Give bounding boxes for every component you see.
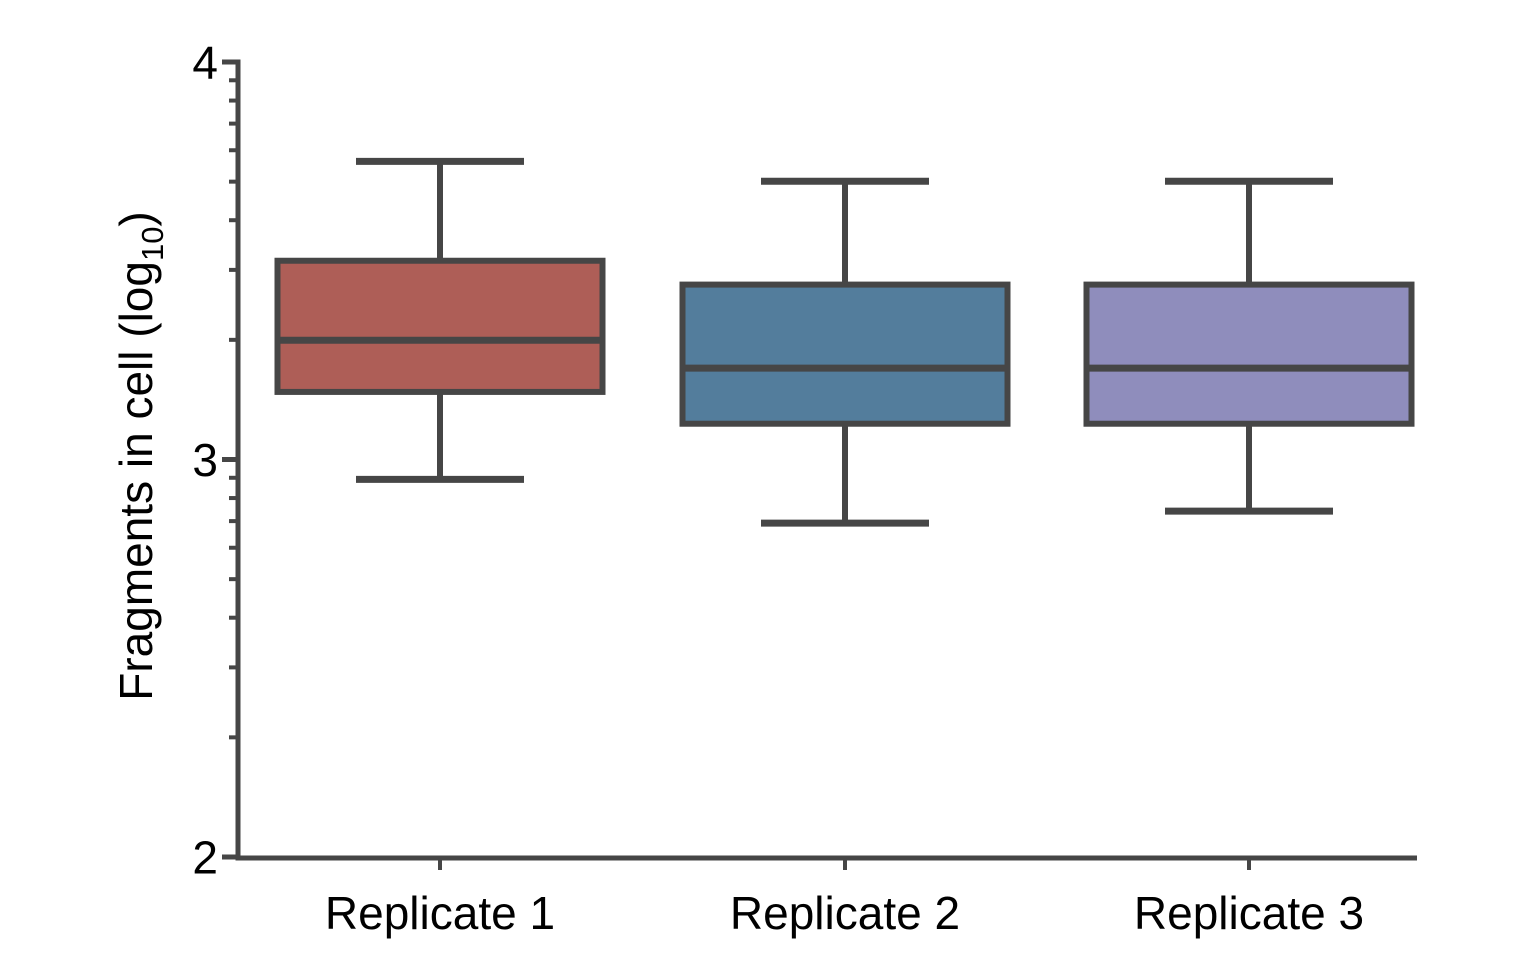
y-axis-label: Fragments in cell (log10) xyxy=(110,211,170,701)
x-tick-label-1: Replicate 1 xyxy=(325,887,555,939)
box-replicate-3 xyxy=(1083,281,1415,427)
y-tick-label: 3 xyxy=(192,434,218,486)
box-replicate-1 xyxy=(274,257,606,395)
x-tick-label-2: Replicate 2 xyxy=(730,887,960,939)
y-tick-label: 4 xyxy=(192,37,218,89)
x-tick-label-3: Replicate 3 xyxy=(1134,887,1364,939)
y-tick-label: 2 xyxy=(192,832,218,884)
box-replicate-2 xyxy=(679,281,1011,427)
